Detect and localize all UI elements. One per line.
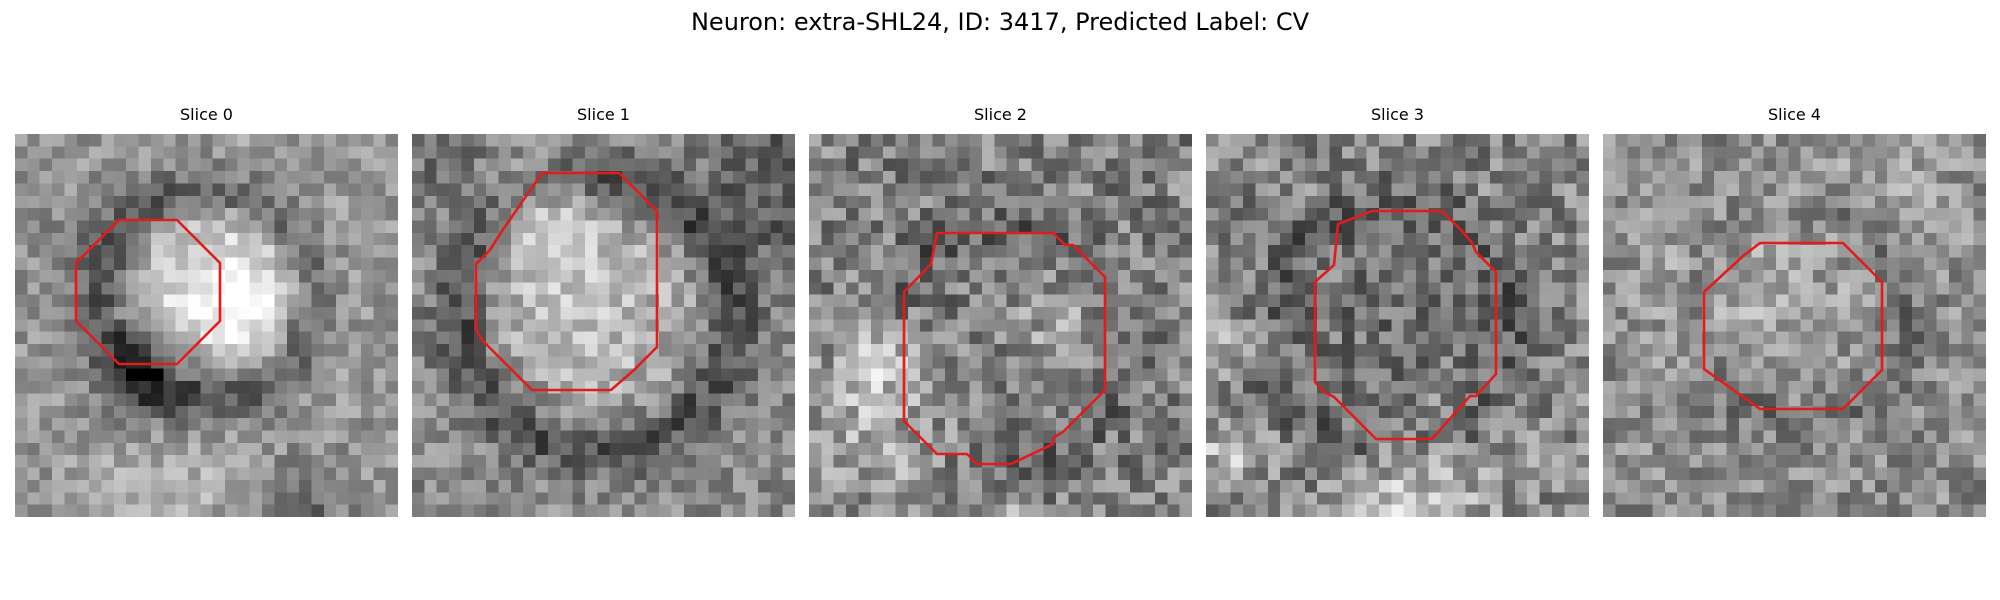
figure-title: Neuron: extra-SHL24, ID: 3417, Predicted… bbox=[690, 8, 1310, 36]
slice-title: Slice 3 bbox=[1371, 105, 1424, 124]
slice-pixels bbox=[1603, 134, 1986, 517]
slice-title: Slice 1 bbox=[577, 105, 630, 124]
slice-title: Slice 0 bbox=[180, 105, 233, 124]
segmentation-contour bbox=[902, 231, 1107, 466]
slice-pixels bbox=[1206, 134, 1589, 517]
slice-image bbox=[1206, 134, 1589, 517]
slice-image bbox=[809, 134, 1192, 517]
slice-title: Slice 4 bbox=[1768, 105, 1821, 124]
slice-image bbox=[412, 134, 795, 517]
slice-panel-0: Slice 0 bbox=[15, 105, 398, 517]
slice-panel-2: Slice 2 bbox=[809, 105, 1192, 517]
slice-pixels bbox=[412, 134, 795, 517]
slice-panel-4: Slice 4 bbox=[1603, 105, 1986, 517]
slice-panel-3: Slice 3 bbox=[1206, 105, 1589, 517]
slice-pixels bbox=[809, 134, 1192, 517]
segmentation-contour bbox=[1702, 241, 1884, 411]
slice-panel-1: Slice 1 bbox=[412, 105, 795, 517]
slice-image bbox=[15, 134, 398, 517]
slice-title: Slice 2 bbox=[974, 105, 1027, 124]
segmentation-contour bbox=[474, 171, 659, 392]
slice-pixels bbox=[15, 134, 398, 517]
slice-image bbox=[1603, 134, 1986, 517]
segmentation-contour bbox=[1313, 209, 1498, 441]
segmentation-contour bbox=[74, 218, 222, 366]
